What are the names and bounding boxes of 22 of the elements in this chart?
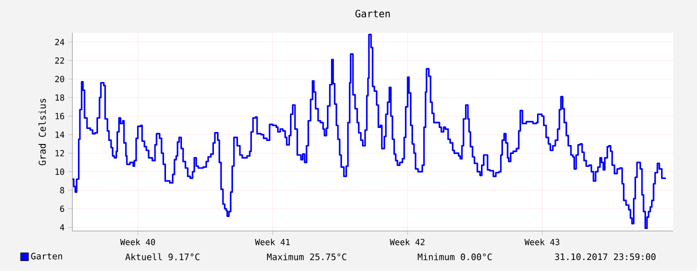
y-tick-label: 22 bbox=[55, 58, 64, 64]
text: Maximum 25.75°C bbox=[267, 254, 346, 260]
y-tick-label: 12 bbox=[56, 150, 64, 156]
x-tick-label: Week 41 bbox=[254, 238, 290, 246]
text: Aktuell 9.17°C bbox=[125, 253, 200, 260]
chart-title: Garten bbox=[355, 10, 390, 18]
y-tick-label: 4 bbox=[60, 224, 64, 231]
y-tick-label: 20 bbox=[55, 76, 64, 82]
x-tick-label: Week 42 bbox=[390, 238, 424, 246]
y-tick-label: 18 bbox=[56, 94, 64, 101]
y-tick-label: 6 bbox=[60, 206, 64, 212]
x-tick-label: Week 40 bbox=[120, 238, 156, 246]
y-axis-title: Grad Celsius bbox=[38, 99, 46, 166]
y-tick-label: 24 bbox=[55, 39, 64, 46]
text: Minimum 0.00°C bbox=[418, 254, 492, 260]
y-tick-label: 14 bbox=[56, 132, 64, 138]
y-tick-label: 10 bbox=[56, 168, 64, 176]
y-tick-label: 8 bbox=[60, 187, 64, 194]
text: 31.10.2017 23:59:00 bbox=[555, 254, 656, 260]
y-tick-label: 16 bbox=[56, 113, 64, 120]
x-tick-label: Week 43 bbox=[524, 238, 560, 246]
legend-label: Garten bbox=[31, 252, 62, 260]
